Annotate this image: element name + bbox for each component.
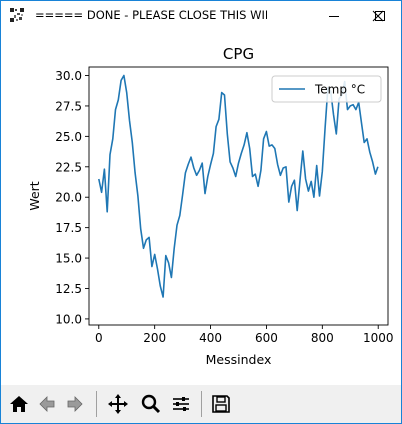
toolbar-separator (201, 391, 202, 417)
y-tick-label: 22.5 (55, 160, 82, 174)
y-tick-label: 25.0 (55, 130, 82, 144)
toolbar-separator (96, 391, 97, 417)
chart: CPG 0 200 400 600 800 1000 10.0 12.5 15.0 17.5 20.0… (27, 45, 394, 367)
x-tick-label: 1000 (363, 331, 394, 345)
y-tick-label: 27.5 (55, 99, 82, 113)
x-tick-label: 0 (95, 331, 103, 345)
x-tick-label: 600 (255, 331, 278, 345)
pan-button[interactable] (104, 389, 132, 419)
y-tick-label: 15.0 (55, 252, 82, 266)
app-icon (9, 7, 25, 23)
axes-frame (88, 66, 389, 326)
zoom-icon (141, 394, 161, 414)
maximize-button[interactable] (357, 1, 402, 31)
y-tick-label: 10.0 (55, 312, 82, 326)
back-button[interactable] (33, 389, 61, 419)
home-button[interactable] (5, 389, 33, 419)
save-icon (212, 395, 230, 413)
maximize-icon (375, 11, 385, 21)
y-tick-label: 17.5 (55, 221, 82, 235)
x-axis-label: Messindex (206, 352, 272, 367)
pan-icon (108, 394, 128, 414)
y-tick-label: 20.0 (55, 191, 82, 205)
x-tick-label: 200 (143, 331, 166, 345)
minimize-icon (329, 16, 339, 17)
x-tick-label: 800 (311, 331, 334, 345)
close-button[interactable] (355, 1, 401, 31)
forward-icon (67, 396, 83, 412)
navigation-toolbar (1, 385, 401, 423)
zoom-button[interactable] (137, 389, 165, 419)
window-title: ===== DONE - PLEASE CLOSE THIS WIN... (35, 8, 267, 22)
title-bar[interactable]: ===== DONE - PLEASE CLOSE THIS WIN... (1, 1, 401, 31)
x-tick-label: 400 (199, 331, 222, 345)
subplots-button[interactable] (167, 389, 195, 419)
y-axis-label: Wert (27, 181, 42, 210)
chart-title: CPG (223, 45, 254, 63)
save-button[interactable] (207, 389, 235, 419)
y-tick-label: 30.0 (55, 69, 82, 83)
minimize-button[interactable] (311, 1, 357, 31)
close-icon (372, 10, 384, 22)
forward-button[interactable] (61, 389, 89, 419)
home-icon (10, 396, 28, 412)
series-line-temp (98, 74, 379, 298)
back-icon (39, 396, 55, 412)
legend-box (271, 75, 382, 103)
legend-label-temp: Temp °C (314, 83, 365, 97)
figure-canvas[interactable]: CPG 0 200 400 600 800 1000 10.0 12.5 15.0 17.5 20.0… (1, 31, 401, 384)
y-tick-label: 12.5 (55, 282, 82, 296)
subplots-icon (173, 397, 189, 411)
